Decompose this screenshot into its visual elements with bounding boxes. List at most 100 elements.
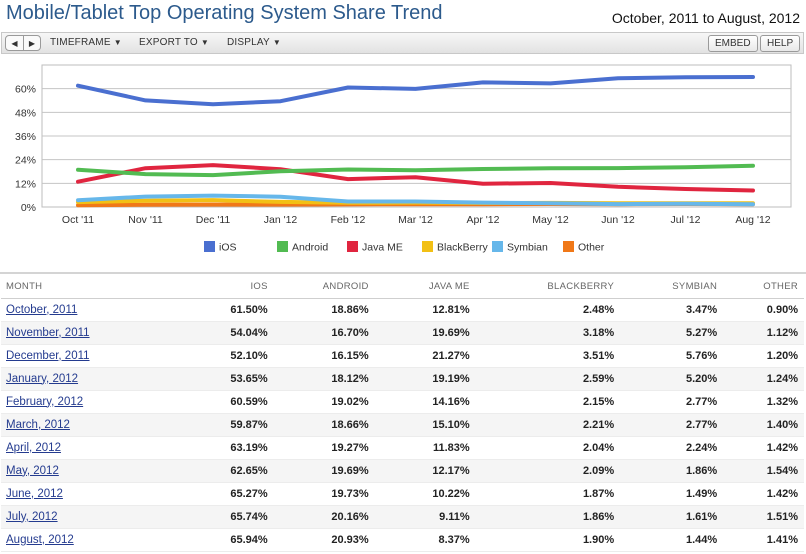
x-tick-label: Apr '12 [467, 214, 500, 226]
column-header: SYMBIAN [620, 276, 724, 299]
value-cell: 65.27% [132, 482, 274, 506]
column-header: JAVA ME [374, 276, 476, 299]
value-cell: 1.86% [620, 459, 724, 483]
data-table: MONTH IOS ANDROID JAVA ME BLACKBERRY SYMBIAN O… [1, 276, 804, 552]
value-cell: 2.59% [475, 367, 621, 391]
x-tick-label: Mar '12 [398, 214, 433, 226]
next-button[interactable]: ▶ [23, 36, 40, 50]
display-menu[interactable]: DISPLAY ▼ [227, 37, 281, 48]
x-tick-label: Aug '12 [735, 214, 770, 226]
value-cell: 2.77% [620, 413, 724, 437]
value-cell: 5.76% [620, 344, 724, 368]
column-header: ANDROID [273, 276, 375, 299]
value-cell: 2.09% [475, 459, 621, 483]
table-row: April, 2012 63.19% 19.27% 11.83% 2.04% 2.24% 1… [1, 436, 804, 460]
legend-label: Android [292, 242, 328, 254]
timeframe-menu[interactable]: TIMEFRAME ▼ [50, 37, 122, 48]
y-tick-label: 24% [15, 155, 36, 167]
value-cell: 8.37% [374, 528, 476, 552]
value-cell: 63.19% [132, 436, 274, 460]
value-cell: 1.90% [475, 528, 621, 552]
page-title: Mobile/Tablet Top Operating System Share… [6, 2, 443, 24]
value-cell: 1.61% [620, 505, 724, 529]
month-link[interactable]: January, 2012 [6, 372, 79, 385]
value-cell: 1.86% [475, 505, 621, 529]
value-cell: 1.32% [723, 390, 804, 414]
month-link[interactable]: June, 2012 [6, 487, 63, 500]
table-row: February, 2012 60.59% 19.02% 14.16% 2.15% 2.7… [1, 390, 804, 414]
month-link[interactable]: March, 2012 [6, 418, 70, 431]
caret-down-icon: ▼ [272, 38, 282, 47]
value-cell: 5.27% [620, 321, 724, 345]
legend-label: Symbian [507, 242, 548, 254]
table-row: July, 2012 65.74% 20.16% 9.11% 1.86% 1.61% 1.5… [1, 505, 804, 529]
y-tick-label: 60% [15, 84, 36, 96]
triangle-left-icon: ◀ [11, 38, 18, 48]
legend-swatch [492, 241, 503, 252]
table-row: November, 2011 54.04% 16.70% 19.69% 3.18% 5.2… [1, 321, 804, 345]
value-cell: 3.18% [475, 321, 621, 345]
month-cell: July, 2012 [1, 505, 133, 529]
embed-button[interactable]: EMBED [708, 35, 758, 52]
value-cell: 65.94% [132, 528, 274, 552]
value-cell: 61.50% [132, 298, 274, 322]
month-cell: February, 2012 [1, 390, 133, 414]
value-cell: 12.17% [374, 459, 476, 483]
value-cell: 20.16% [273, 505, 375, 529]
month-link[interactable]: December, 2011 [6, 349, 90, 362]
value-cell: 59.87% [132, 413, 274, 437]
legend-swatch [563, 241, 574, 252]
month-link[interactable]: November, 2011 [6, 326, 90, 339]
previous-button[interactable]: ◀ [6, 36, 23, 50]
value-cell: 14.16% [374, 390, 476, 414]
caret-down-icon: ▼ [200, 38, 209, 47]
column-header: BLACKBERRY [475, 276, 621, 299]
export-label: EXPORT TO [139, 37, 198, 48]
value-cell: 16.15% [273, 344, 375, 368]
legend-swatch [347, 241, 358, 252]
value-cell: 54.04% [132, 321, 274, 345]
header: Mobile/Tablet Top Operating System Share… [0, 0, 806, 32]
value-cell: 21.27% [374, 344, 476, 368]
table-row: March, 2012 59.87% 18.66% 15.10% 2.21% 2.77% 1… [1, 413, 804, 437]
legend-label: Java ME [362, 242, 403, 254]
column-header: IOS [132, 276, 274, 299]
legend-label: Other [578, 242, 605, 254]
divider [0, 272, 806, 274]
month-link[interactable]: October, 2011 [6, 303, 78, 316]
value-cell: 10.22% [374, 482, 476, 506]
value-cell: 52.10% [132, 344, 274, 368]
export-menu[interactable]: EXPORT TO ▼ [139, 37, 209, 48]
month-link[interactable]: February, 2012 [6, 395, 84, 408]
month-cell: October, 2011 [1, 298, 133, 322]
month-link[interactable]: July, 2012 [6, 510, 58, 523]
series-line-android [76, 163, 755, 178]
value-cell: 1.42% [723, 436, 804, 460]
help-button[interactable]: HELP [760, 35, 801, 52]
value-cell: 2.24% [620, 436, 724, 460]
month-cell: August, 2012 [1, 528, 133, 552]
value-cell: 2.15% [475, 390, 621, 414]
toolbar: ◀ ▶ TIMEFRAME ▼ EXPORT TO ▼ DISPLAY ▼ EMBED… [1, 32, 804, 54]
value-cell: 18.86% [273, 298, 375, 322]
month-link[interactable]: May, 2012 [6, 464, 59, 477]
y-tick-label: 36% [15, 131, 36, 143]
x-tick-label: Dec '11 [196, 214, 231, 226]
month-link[interactable]: August, 2012 [6, 533, 74, 546]
value-cell: 53.65% [132, 367, 274, 391]
legend-swatch [204, 241, 215, 252]
value-cell: 62.65% [132, 459, 274, 483]
caret-down-icon: ▼ [113, 38, 122, 47]
series-line-java-me [76, 163, 755, 193]
x-tick-label: Jun '12 [601, 214, 635, 226]
value-cell: 18.12% [273, 367, 375, 391]
value-cell: 19.19% [374, 367, 476, 391]
table-header-row: MONTH IOS ANDROID JAVA ME BLACKBERRY SYMBIAN O… [1, 276, 804, 299]
value-cell: 2.48% [475, 298, 621, 322]
value-cell: 3.47% [620, 298, 724, 322]
value-cell: 1.49% [620, 482, 724, 506]
month-link[interactable]: April, 2012 [6, 441, 61, 454]
value-cell: 1.44% [620, 528, 724, 552]
column-header: MONTH [1, 276, 133, 299]
value-cell: 9.11% [374, 505, 476, 529]
